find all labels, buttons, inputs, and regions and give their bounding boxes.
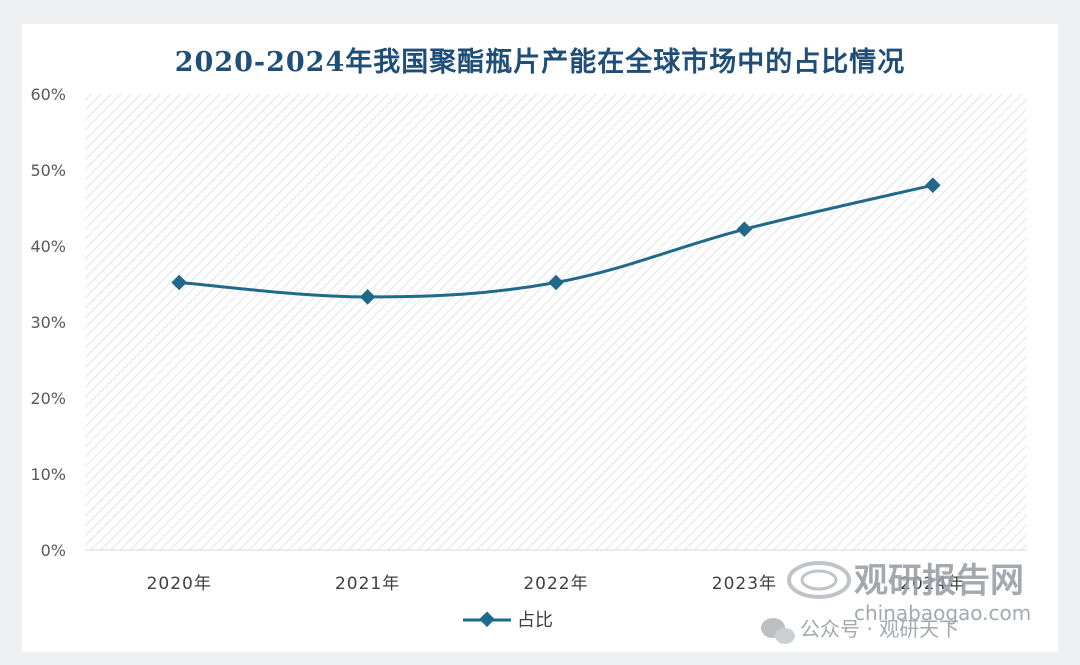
y-tick-label: 40% xyxy=(30,237,66,256)
wechat-icon xyxy=(761,618,795,644)
y-tick-label: 10% xyxy=(30,465,66,484)
legend-label: 占比 xyxy=(517,610,553,631)
y-tick-label: 60% xyxy=(30,85,66,104)
legend: 占比 xyxy=(463,610,553,631)
plot-area xyxy=(85,94,1027,550)
y-axis: 0% 10% 20% 30% 40% 50% 60% xyxy=(30,85,66,560)
x-tick-label: 2020年 xyxy=(147,574,212,594)
x-tick-label: 2024年 xyxy=(900,574,965,594)
data-point xyxy=(171,274,187,291)
x-tick-label: 2021年 xyxy=(335,574,400,594)
data-point xyxy=(736,221,753,238)
chart: 2020-2024年我国聚酯瓶片产能在全球市场中的占比情况 0% 10% 20% 30… xyxy=(30,46,1031,644)
y-tick-label: 0% xyxy=(41,541,66,560)
legend-marker-swatch xyxy=(479,611,495,628)
x-axis: 2020年 2021年 2022年 2023年 2024年 xyxy=(147,574,965,594)
y-tick-label: 20% xyxy=(30,389,66,408)
chart-card: 2020-2024年我国聚酯瓶片产能在全球市场中的占比情况 0% 10% 20% 30… xyxy=(22,24,1058,652)
chart-title: 2020-2024年我国聚酯瓶片产能在全球市场中的占比情况 xyxy=(175,46,906,78)
x-tick-label: 2022年 xyxy=(523,574,588,594)
watermark-logo-icon xyxy=(787,561,851,599)
y-tick-label: 50% xyxy=(30,161,66,180)
watermark: 观研报告网 chinabaogao.com 公众号 · 观研天下 xyxy=(761,561,1031,644)
watermark-wechat-text: 公众号 · 观研天下 xyxy=(800,617,959,641)
y-tick-label: 30% xyxy=(30,313,66,332)
watermark-logo-text: 观研报告网 xyxy=(854,561,1024,601)
data-point xyxy=(925,177,941,193)
watermark-url: chinabaogao.com xyxy=(854,601,1031,625)
x-tick-label: 2023年 xyxy=(712,574,777,594)
